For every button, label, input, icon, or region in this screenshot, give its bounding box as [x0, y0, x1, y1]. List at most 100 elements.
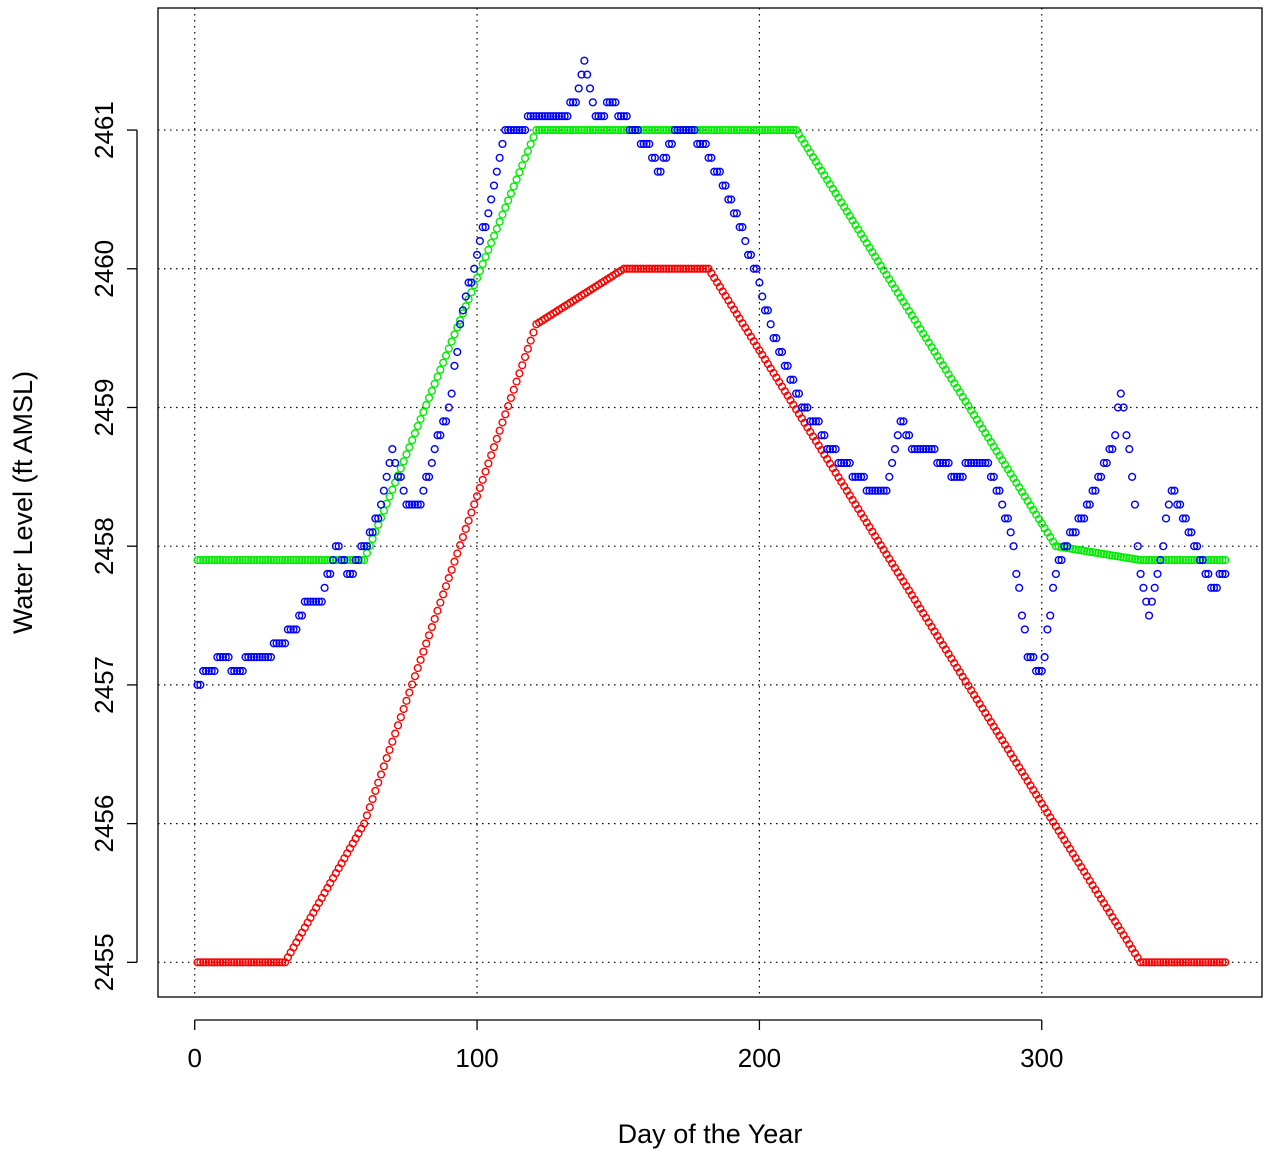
data-point: [902, 431, 911, 440]
data-point: [738, 125, 747, 135]
data-point: [896, 417, 905, 426]
data-point: [783, 361, 792, 370]
data-point: [1209, 555, 1219, 565]
data-point: [1000, 514, 1010, 523]
data-point: [1026, 653, 1035, 662]
data-point: [201, 958, 211, 967]
data-point: [1204, 958, 1213, 967]
data-point: [213, 555, 222, 565]
data-point: [331, 542, 340, 551]
data-point: [828, 444, 837, 454]
data-point: [978, 458, 987, 468]
x-tick-label: 100: [455, 1043, 498, 1073]
data-point: [207, 666, 216, 676]
data-point: [249, 958, 259, 967]
data-point: [557, 112, 566, 121]
data-point: [216, 653, 225, 662]
data-point: [1181, 514, 1190, 523]
data-point: [340, 555, 349, 565]
data-point: [360, 819, 369, 828]
data-point: [631, 264, 640, 273]
data-point: [447, 389, 456, 398]
data-point: [930, 444, 939, 454]
data-point: [583, 125, 592, 135]
data-point: [724, 195, 733, 204]
data-point: [518, 361, 527, 370]
data-point: [475, 236, 484, 246]
data-point: [312, 597, 321, 606]
data-point: [664, 125, 674, 135]
data-point: [904, 431, 914, 440]
data-point: [710, 125, 719, 135]
data-point: [487, 195, 496, 204]
data-point: [1156, 555, 1165, 565]
data-point: [444, 573, 453, 583]
data-point: [769, 125, 778, 135]
data-point: [230, 666, 239, 676]
data-point: [266, 653, 276, 662]
data-point: [210, 958, 219, 967]
data-point: [1201, 569, 1210, 579]
data-point: [546, 112, 555, 121]
data-point: [306, 597, 315, 606]
data-point: [1218, 555, 1227, 565]
data-point: [571, 98, 580, 107]
data-point: [436, 365, 445, 374]
series-0: [193, 264, 1230, 967]
data-point: [393, 721, 403, 730]
data-point: [659, 153, 668, 162]
data-point: [1167, 958, 1176, 967]
data-point: [278, 555, 287, 565]
data-point: [1201, 958, 1210, 967]
data-point: [1125, 444, 1134, 454]
data-point: [241, 958, 250, 967]
data-point: [571, 125, 580, 135]
data-point: [509, 125, 518, 135]
data-point: [1139, 583, 1148, 592]
data-point: [408, 680, 417, 689]
data-point: [969, 458, 979, 468]
data-point: [391, 729, 400, 738]
data-point: [413, 422, 422, 431]
data-point: [566, 125, 575, 135]
data-point: [775, 347, 784, 357]
data-point: [261, 653, 270, 662]
data-point: [806, 417, 815, 426]
data-point: [467, 278, 476, 287]
data-point: [546, 125, 555, 135]
data-point: [264, 555, 273, 565]
data-point: [258, 653, 267, 662]
data-point: [413, 500, 422, 509]
data-point: [650, 125, 660, 135]
data-point: [566, 98, 575, 107]
data-point: [670, 264, 679, 273]
data-point: [292, 625, 301, 634]
data-point: [636, 264, 645, 273]
data-point: [986, 472, 996, 481]
data-point: [710, 167, 719, 176]
data-point: [436, 431, 445, 440]
data-point: [543, 112, 552, 121]
data-point: [238, 555, 247, 565]
data-point: [247, 958, 256, 967]
data-point: [523, 344, 532, 353]
data-point: [642, 139, 651, 149]
data-point: [560, 112, 569, 121]
data-point: [854, 472, 863, 481]
data-point: [210, 555, 219, 565]
data-point: [529, 328, 538, 337]
data-point: [362, 548, 372, 558]
data-point: [204, 555, 213, 565]
data-point: [831, 444, 840, 454]
data-point: [441, 582, 451, 591]
data-point: [1128, 472, 1137, 481]
data-point: [608, 125, 617, 135]
data-point: [368, 534, 377, 544]
data-point: [696, 139, 705, 149]
data-point: [410, 672, 420, 681]
data-point: [631, 125, 640, 135]
data-point: [216, 958, 225, 967]
data-point: [444, 344, 453, 353]
data-point: [667, 125, 676, 135]
data-point: [441, 417, 451, 426]
